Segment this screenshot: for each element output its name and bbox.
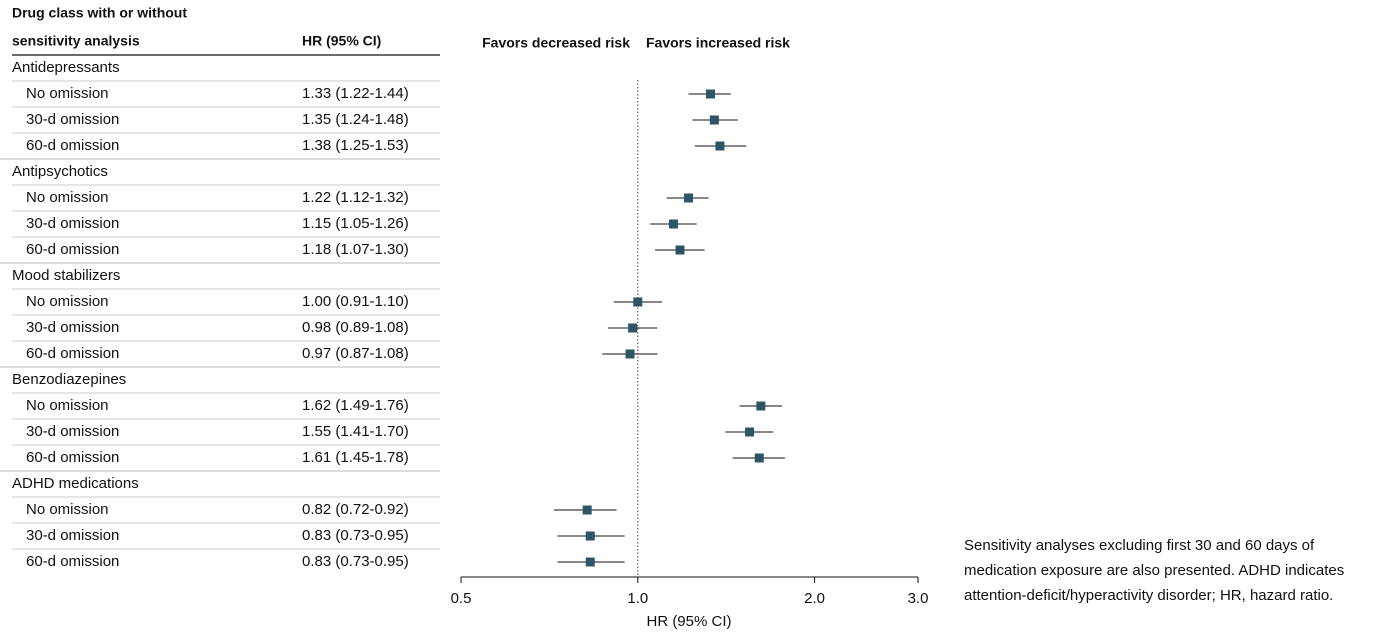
value-label: 1.15 (1.05-1.26) (302, 215, 409, 232)
row-label: 30-d omission (26, 319, 119, 336)
row-label: 60-d omission (26, 345, 119, 362)
value-label: 1.55 (1.41-1.70) (302, 423, 409, 440)
point-estimate (706, 89, 716, 99)
group-label: Mood stabilizers (12, 267, 120, 284)
row-label: No omission (26, 189, 109, 206)
value-label: 1.61 (1.45-1.78) (302, 449, 409, 466)
point-estimate (684, 193, 694, 203)
point-estimate (625, 349, 635, 359)
x-axis-title: HR (95% CI) (646, 613, 731, 630)
row-label: 30-d omission (26, 527, 119, 544)
favors-label: Favors decreased risk (482, 35, 630, 51)
x-tick-label: 3.0 (908, 590, 929, 607)
row-label: 60-d omission (26, 553, 119, 570)
row-label: No omission (26, 85, 109, 102)
group-label: Benzodiazepines (12, 371, 126, 388)
row-label: No omission (26, 293, 109, 310)
row-label: No omission (26, 501, 109, 518)
group-label: ADHD medications (12, 475, 139, 492)
point-estimate (756, 401, 766, 411)
point-estimate (709, 115, 719, 125)
value-label: 0.82 (0.72-0.92) (302, 501, 409, 518)
row-label: No omission (26, 397, 109, 414)
value-label: 1.33 (1.22-1.44) (302, 85, 409, 102)
point-estimate (754, 453, 764, 463)
point-estimate (582, 505, 592, 515)
row-label: 30-d omission (26, 111, 119, 128)
point-estimate (745, 427, 755, 437)
value-label: 1.22 (1.12-1.32) (302, 189, 409, 206)
column-header: sensitivity analysis (12, 33, 140, 49)
value-label: 1.38 (1.25-1.53) (302, 137, 409, 154)
favors-label: Favors increased risk (646, 35, 790, 51)
value-label: 0.97 (0.87-1.08) (302, 345, 409, 362)
value-label: 1.62 (1.49-1.76) (302, 397, 409, 414)
column-header: HR (95% CI) (302, 33, 381, 49)
value-label: 0.98 (0.89-1.08) (302, 319, 409, 336)
caption: Sensitivity analyses excluding first 30 … (964, 537, 1345, 604)
point-estimate (633, 297, 643, 307)
point-estimate (628, 323, 638, 333)
value-label: 1.18 (1.07-1.30) (302, 241, 409, 258)
value-label: 0.83 (0.73-0.95) (302, 527, 409, 544)
point-estimate (675, 245, 685, 255)
row-label: 60-d omission (26, 241, 119, 258)
value-label: 1.00 (0.91-1.10) (302, 293, 409, 310)
x-tick-label: 2.0 (804, 590, 825, 607)
value-label: 0.83 (0.73-0.95) (302, 553, 409, 570)
point-estimate (585, 557, 595, 567)
x-tick-label: 1.0 (627, 590, 648, 607)
point-estimate (715, 141, 725, 151)
point-estimate (585, 531, 595, 541)
row-label: 30-d omission (26, 423, 119, 440)
group-label: Antidepressants (12, 59, 120, 76)
group-label: Antipsychotics (12, 163, 108, 180)
row-label: 60-d omission (26, 137, 119, 154)
value-label: 1.35 (1.24-1.48) (302, 111, 409, 128)
row-label: 30-d omission (26, 215, 119, 232)
column-header: Drug class with or without (12, 5, 187, 21)
x-tick-label: 0.5 (451, 590, 472, 607)
row-label: 60-d omission (26, 449, 119, 466)
point-estimate (668, 219, 678, 229)
